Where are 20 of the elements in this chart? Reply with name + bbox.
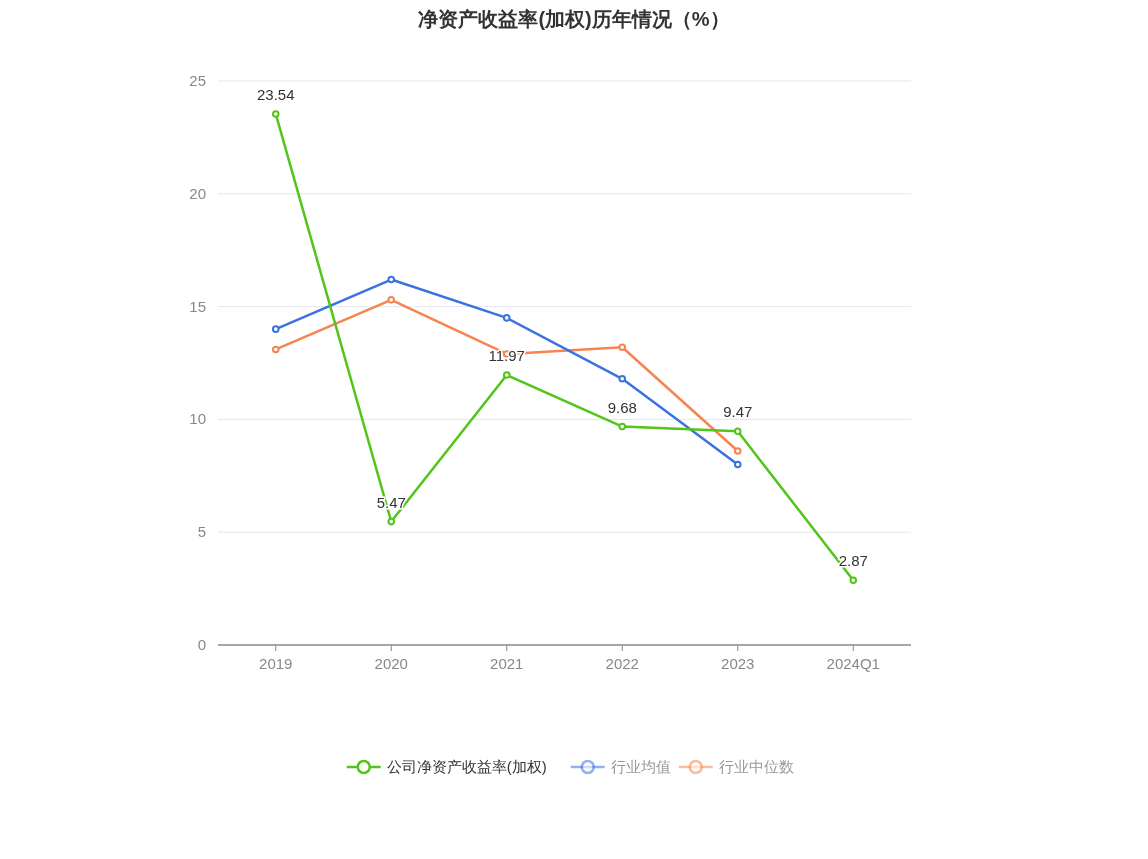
y-tick-label: 20 xyxy=(189,184,206,202)
data-label: 23.54 xyxy=(256,85,295,103)
data-label: 9.47 xyxy=(723,403,753,421)
y-tick-label: 15 xyxy=(189,297,206,315)
x-tick-label: 2024Q1 xyxy=(826,655,880,672)
data-label: 9.68 xyxy=(607,398,637,416)
x-tick-label: 2021 xyxy=(490,655,524,672)
legend-label: 行业中位数 xyxy=(718,758,794,775)
data-label: 2.87 xyxy=(838,552,868,570)
legend-label: 行业均值 xyxy=(610,758,671,775)
y-tick-label: 5 xyxy=(197,523,206,541)
x-tick-label: 2020 xyxy=(374,655,408,672)
y-tick-label: 25 xyxy=(189,72,206,89)
x-tick-label: 2022 xyxy=(605,655,639,672)
chart-title: 净资产收益率(加权)历年情况（%） xyxy=(418,8,730,30)
y-tick-label: 10 xyxy=(189,410,206,428)
legend-label: 公司净资产收益率(加权) xyxy=(386,758,547,775)
y-tick-label: 0 xyxy=(197,636,206,653)
x-tick-label: 2023 xyxy=(721,655,755,672)
x-tick-label: 2019 xyxy=(259,655,293,672)
